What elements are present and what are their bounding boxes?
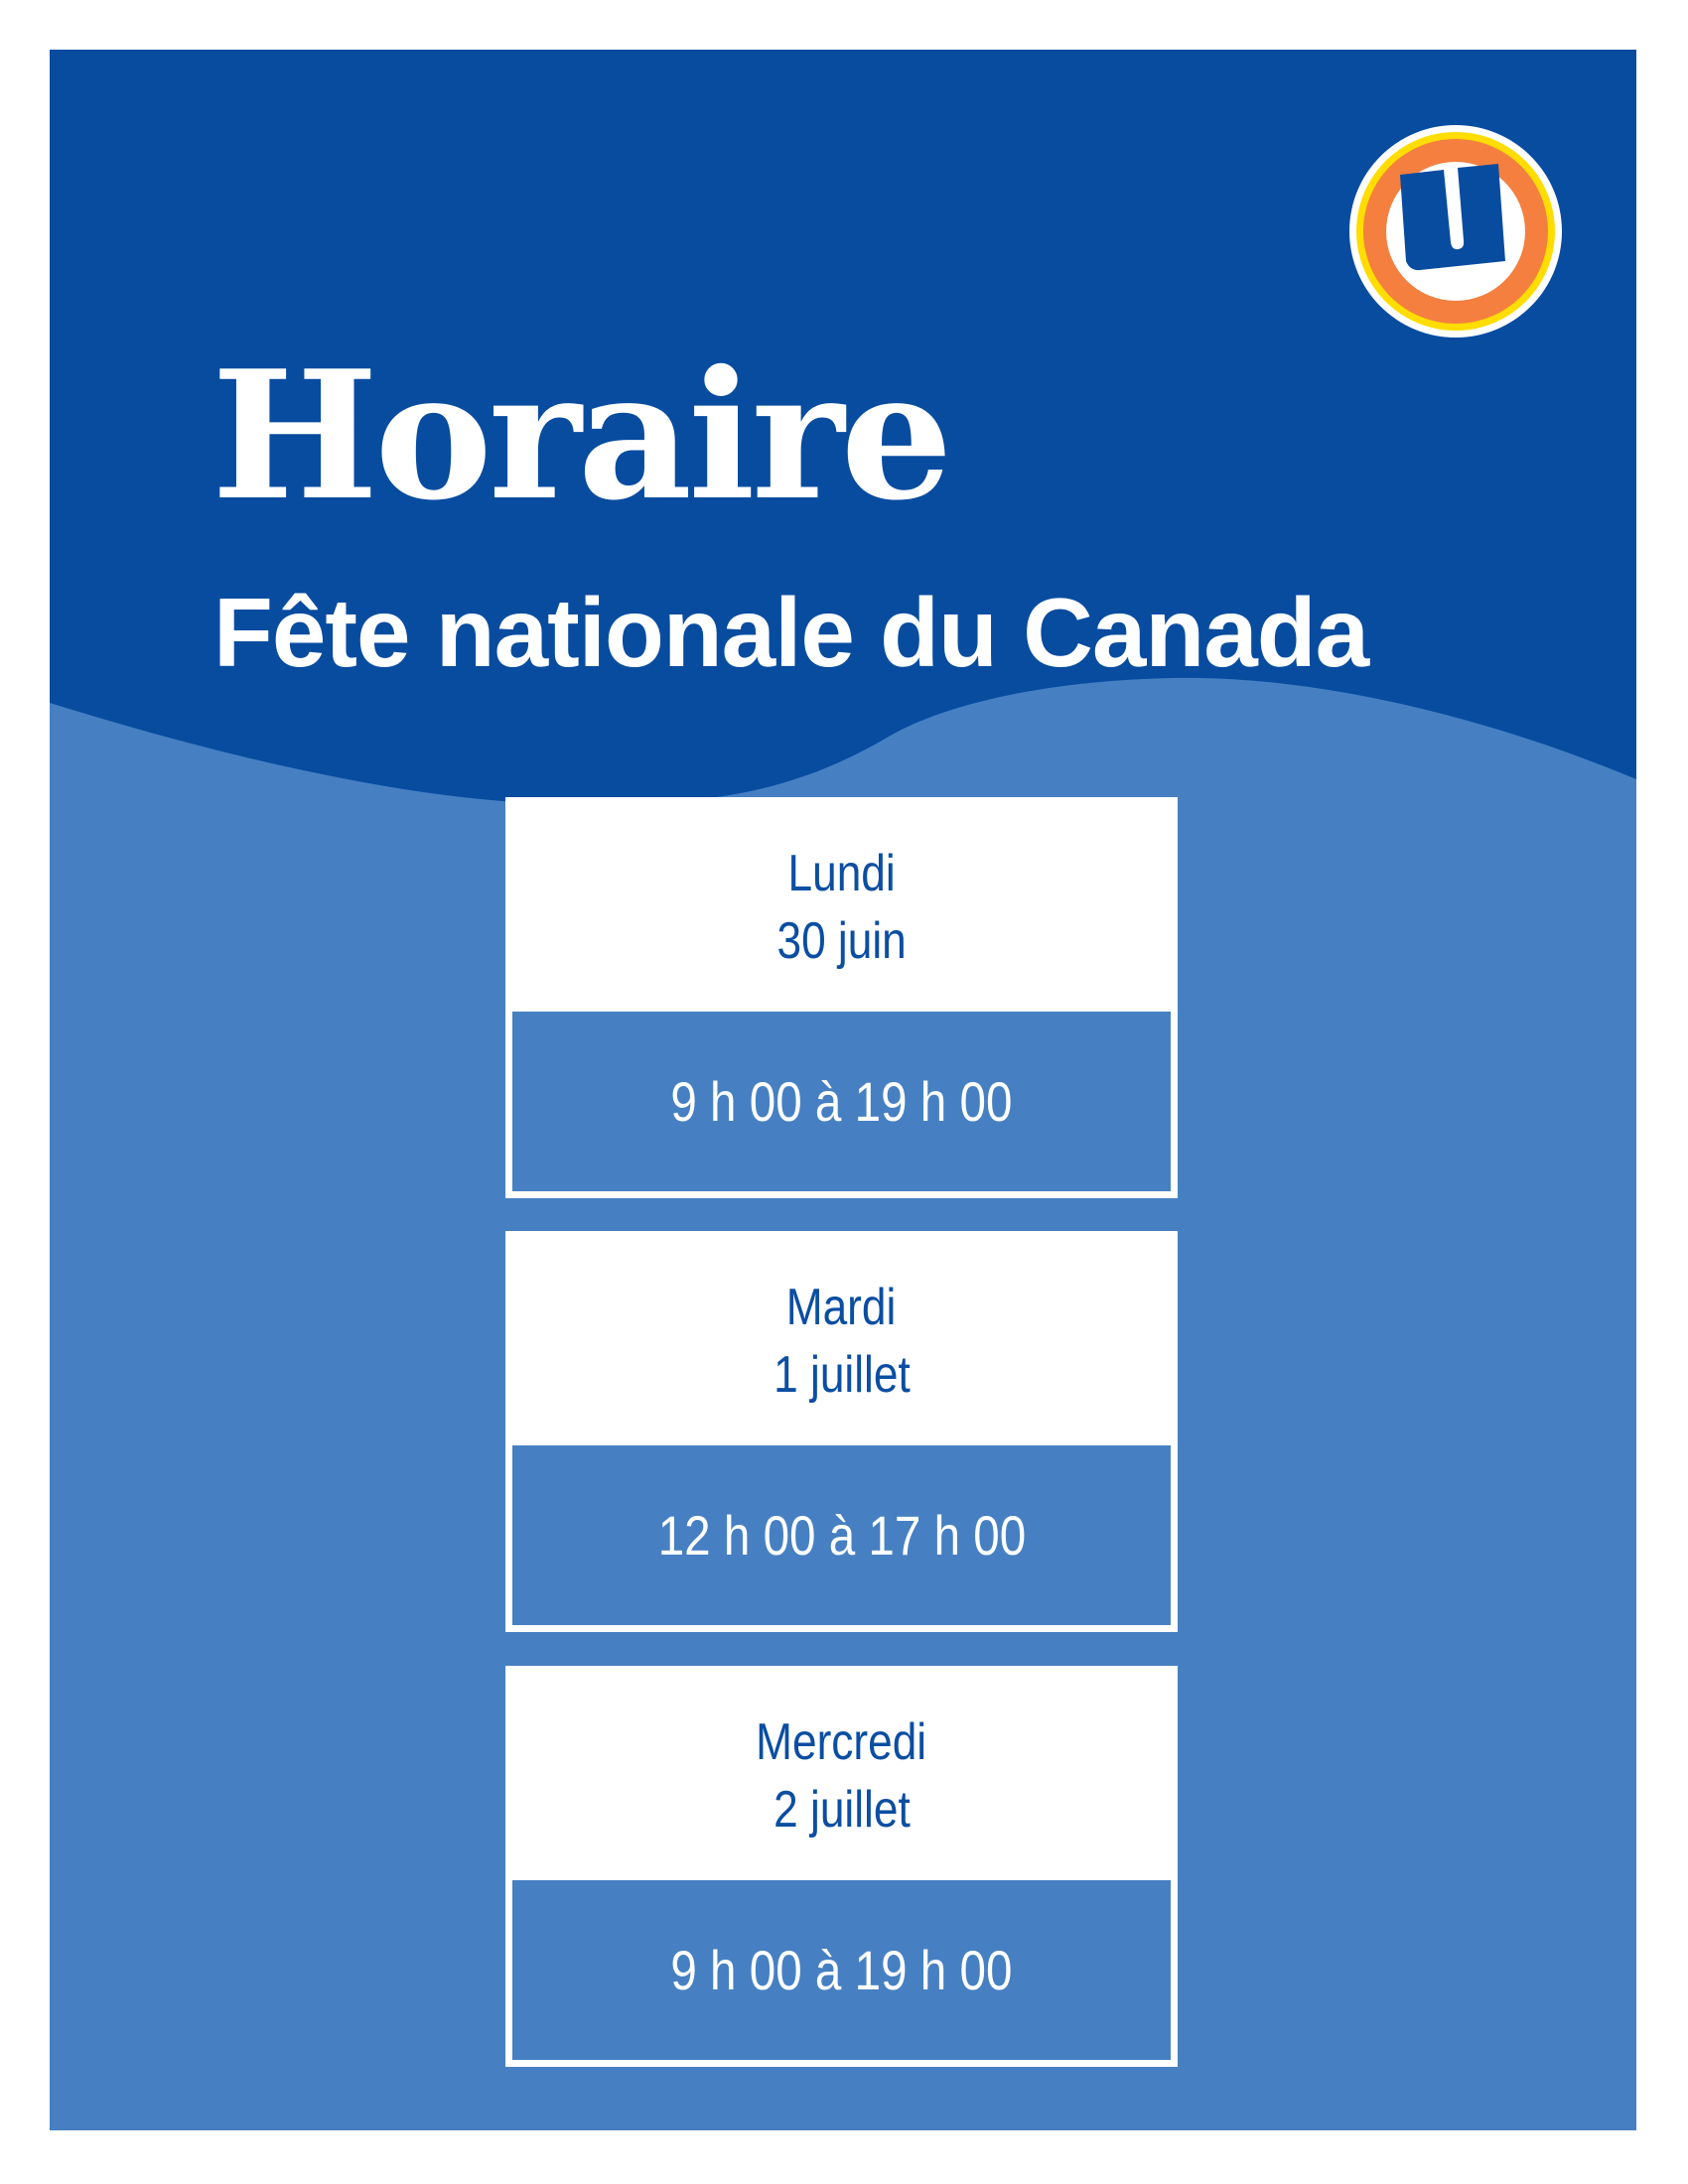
schedule-card-tuesday: Mardi 1 juillet 12 h 00 à 17 h 00 [505,1231,1178,1632]
page-title: Horaire [211,332,953,539]
hours-box: 9 h 00 à 19 h 00 [512,1012,1171,1191]
day-label: Mardi [786,1279,897,1336]
card-header: Mardi 1 juillet [505,1231,1178,1445]
wave-background [50,50,1636,805]
hours-label: 9 h 00 à 19 h 00 [670,1939,1013,2001]
page-subtitle: Fête nationale du Canada [213,578,1369,687]
schedule-card-monday: Lundi 30 juin 9 h 00 à 19 h 00 [505,797,1178,1198]
card-header: Lundi 30 juin [505,797,1178,1012]
date-label: 1 juillet [773,1346,911,1404]
hours-label: 12 h 00 à 17 h 00 [657,1504,1026,1567]
date-label: 30 juin [776,912,907,970]
hours-box: 12 h 00 à 17 h 00 [512,1445,1171,1625]
day-label: Mercredi [756,1713,927,1771]
date-label: 2 juillet [773,1781,911,1839]
hours-label: 9 h 00 à 19 h 00 [670,1070,1013,1133]
dark-blue-header-shape [50,50,1636,805]
card-header: Mercredi 2 juillet [505,1666,1178,1880]
u-logo-icon [1349,125,1562,338]
schedule-card-wednesday: Mercredi 2 juillet 9 h 00 à 19 h 00 [505,1666,1178,2067]
day-label: Lundi [787,845,896,902]
hours-box: 9 h 00 à 19 h 00 [512,1880,1171,2060]
